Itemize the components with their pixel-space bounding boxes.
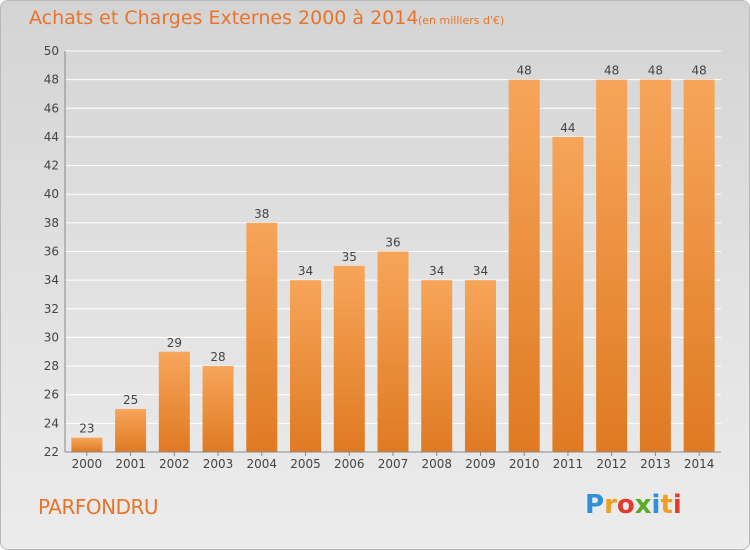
x-tick-label: 2001	[115, 457, 146, 471]
x-tick-label: 2011	[553, 457, 584, 471]
data-label: 34	[298, 264, 313, 278]
x-tick-label: 2003	[203, 457, 234, 471]
logo-letter: i	[651, 490, 661, 520]
bar	[158, 351, 190, 452]
data-label: 48	[691, 64, 706, 78]
x-tick-label: 2004	[247, 457, 278, 471]
bar	[115, 409, 147, 452]
logo-letter: o	[616, 490, 635, 520]
data-label: 34	[429, 264, 444, 278]
bar	[596, 79, 628, 453]
x-tick-label: 2000	[72, 457, 103, 471]
y-tick-label: 50	[44, 44, 59, 58]
data-label: 23	[79, 422, 94, 436]
data-label: 38	[254, 207, 269, 221]
bar	[333, 265, 365, 452]
chart-title: Achats et Charges Externes 2000 à 2014	[29, 7, 419, 29]
bar	[421, 280, 453, 452]
data-label: 28	[210, 350, 225, 364]
bar	[202, 366, 234, 452]
data-label: 29	[167, 336, 182, 350]
logo-letter: P	[585, 490, 605, 520]
commune-name: PARFONDRU	[38, 495, 159, 519]
x-tick-label: 2005	[290, 457, 321, 471]
x-tick-label: 2009	[465, 457, 496, 471]
bar	[639, 79, 671, 453]
x-tick-label: 2013	[640, 457, 671, 471]
y-tick-label: 30	[44, 330, 59, 344]
y-tick-label: 32	[44, 302, 59, 316]
proxiti-logo[interactable]: Proxiti	[585, 490, 682, 520]
data-label: 34	[473, 264, 488, 278]
y-tick-label: 38	[44, 216, 59, 230]
logo-letter: i	[672, 490, 682, 520]
y-tick-label: 46	[44, 101, 59, 115]
bar	[508, 79, 540, 453]
data-label: 36	[385, 236, 400, 250]
x-tick-label: 2010	[509, 457, 540, 471]
bar	[71, 437, 103, 452]
bar	[683, 79, 715, 453]
data-label: 35	[342, 250, 357, 264]
y-tick-label: 24	[44, 416, 59, 430]
data-label: 48	[648, 64, 663, 78]
x-tick-label: 2002	[159, 457, 190, 471]
logo-letter: t	[660, 490, 673, 520]
y-tick-label: 44	[44, 130, 59, 144]
chart-unit-label: (en milliers d'€)	[418, 14, 505, 27]
bar	[290, 280, 322, 452]
y-tick-label: 48	[44, 73, 59, 87]
y-tick-label: 36	[44, 245, 59, 259]
x-tick-label: 2007	[378, 457, 409, 471]
bar	[552, 136, 584, 452]
data-label: 25	[123, 393, 138, 407]
data-label: 44	[560, 121, 575, 135]
y-tick-label: 26	[44, 388, 59, 402]
y-tick-label: 28	[44, 359, 59, 373]
logo-letter: x	[634, 490, 652, 520]
y-tick-label: 34	[44, 273, 59, 287]
logo-letter: r	[604, 490, 617, 520]
y-tick-label: 40	[44, 187, 59, 201]
bar	[464, 280, 496, 452]
data-label: 48	[604, 64, 619, 78]
x-tick-label: 2012	[596, 457, 627, 471]
y-tick-label: 22	[44, 445, 59, 459]
data-label: 48	[517, 64, 532, 78]
x-tick-label: 2008	[421, 457, 452, 471]
bar	[246, 222, 278, 452]
bar	[377, 251, 409, 452]
y-tick-label: 42	[44, 159, 59, 173]
x-tick-label: 2006	[334, 457, 365, 471]
x-tick-label: 2014	[684, 457, 715, 471]
